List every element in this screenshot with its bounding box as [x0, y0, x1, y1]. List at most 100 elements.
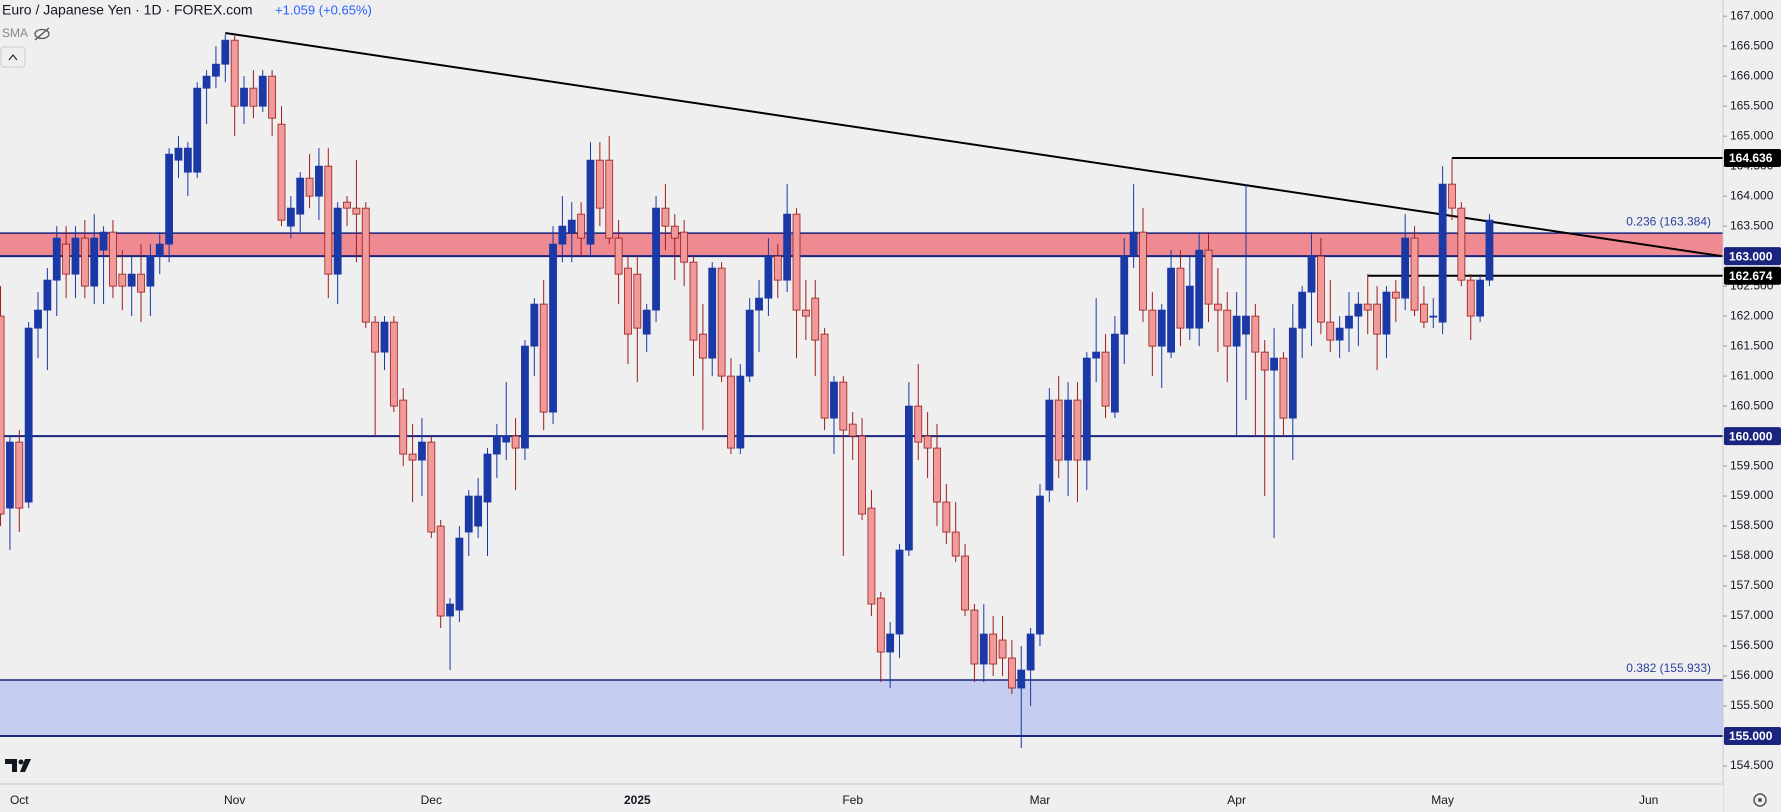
y-tick-label: 156.500: [1730, 638, 1774, 652]
candle-body: [848, 423, 857, 437]
candle-body: [436, 525, 445, 617]
candle-body: [867, 507, 876, 605]
candle-body: [43, 279, 52, 311]
y-tick-label: 167.000: [1730, 8, 1774, 22]
candle-body: [717, 267, 726, 377]
y-tick-label: 159.500: [1730, 458, 1774, 472]
candle-body: [989, 633, 998, 665]
candle-body: [961, 555, 969, 611]
candle-body: [361, 207, 370, 323]
candle-body: [1064, 399, 1072, 461]
candle-body: [558, 225, 567, 245]
candle-body: [1251, 315, 1260, 353]
candle-body: [586, 159, 595, 245]
candle-body: [549, 243, 557, 413]
candle-body: [230, 39, 239, 107]
candle-body: [380, 321, 389, 353]
candle-body: [296, 177, 305, 215]
candle-body: [745, 309, 754, 377]
candle-body: [689, 261, 698, 341]
candle-body: [118, 273, 127, 287]
candle-body: [811, 297, 820, 341]
y-tick-label: 157.500: [1730, 578, 1774, 592]
candle-body: [1420, 303, 1428, 323]
level-badge: [1724, 427, 1781, 446]
candle-body: [333, 207, 342, 275]
candle-body: [1457, 207, 1466, 281]
x-tick-label: Oct: [10, 793, 29, 807]
candle-body: [792, 213, 801, 311]
candle-body: [174, 147, 183, 161]
candle-body: [71, 237, 80, 275]
plot-area: 0.236 (163.384) 0.382 (155.933): [0, 32, 1723, 749]
candle-body: [633, 273, 642, 329]
candle-body: [755, 297, 763, 311]
candle-body: [1354, 303, 1363, 317]
candle-body: [783, 213, 792, 281]
candle-body: [904, 405, 913, 551]
settings-button[interactable]: [1753, 793, 1767, 807]
candle-body: [942, 501, 951, 533]
candle-body: [1242, 315, 1250, 335]
candle-body: [652, 207, 660, 311]
candle-body: [727, 375, 735, 449]
candle-body: [464, 495, 473, 533]
candle-body: [624, 267, 632, 335]
candle-body: [389, 321, 398, 407]
level-badge: [1724, 148, 1781, 167]
candle-body: [202, 75, 211, 89]
candle-body: [1391, 291, 1400, 299]
y-tick-label: 166.500: [1730, 38, 1774, 52]
candle-body: [1036, 495, 1044, 635]
candle-body: [1195, 249, 1204, 329]
candle-body: [212, 63, 220, 77]
candle-body: [1279, 357, 1288, 419]
candle-body: [605, 159, 614, 239]
x-tick-label: Mar: [1030, 793, 1051, 807]
y-tick-label: 161.500: [1730, 338, 1774, 352]
candle-body: [614, 237, 623, 275]
candle-body: [34, 309, 42, 329]
visibility-icon[interactable]: [34, 27, 50, 41]
candle-body: [249, 87, 258, 107]
candle-body: [80, 237, 89, 287]
candle-body: [1017, 669, 1026, 689]
candle-body: [1401, 237, 1410, 299]
candle-body: [933, 447, 941, 503]
candle-body: [155, 243, 164, 257]
candle-body: [1232, 315, 1241, 347]
candle-body: [286, 207, 295, 227]
y-tick-label: 156.000: [1730, 668, 1774, 682]
x-tick-label: Jun: [1639, 793, 1658, 807]
candle-body: [1466, 279, 1475, 317]
time-axis-panel: [0, 784, 1723, 812]
indicator-label[interactable]: SMA: [2, 26, 28, 40]
y-tick-label: 163.500: [1730, 218, 1774, 232]
x-tick-label: Nov: [224, 793, 245, 807]
candle-body: [1073, 399, 1082, 461]
candle-body: [1335, 327, 1344, 341]
price-axis-panel: [1723, 0, 1781, 812]
candle-body: [1026, 633, 1035, 671]
candle-body: [1148, 309, 1157, 347]
candle-body: [1438, 183, 1447, 323]
candle-body: [52, 237, 61, 281]
collapse-button[interactable]: [0, 46, 26, 68]
x-tick-label: 2025: [624, 793, 651, 807]
candle-body: [670, 225, 679, 239]
candle-body: [1185, 285, 1194, 329]
candle-body: [914, 405, 923, 443]
y-tick-label: 154.500: [1730, 758, 1774, 772]
candle-body: [1326, 321, 1335, 341]
candle-body: [1045, 399, 1054, 491]
candle-body: [1373, 303, 1381, 335]
level-badge-label: 164.636: [1729, 151, 1773, 165]
candle-body: [1007, 657, 1016, 689]
candle-body: [483, 453, 492, 503]
candle-body: [1101, 351, 1110, 407]
candle-body: [146, 255, 155, 287]
candle-body: [1176, 267, 1185, 329]
y-tick-label: 158.000: [1730, 548, 1774, 562]
candle-body: [839, 381, 848, 431]
